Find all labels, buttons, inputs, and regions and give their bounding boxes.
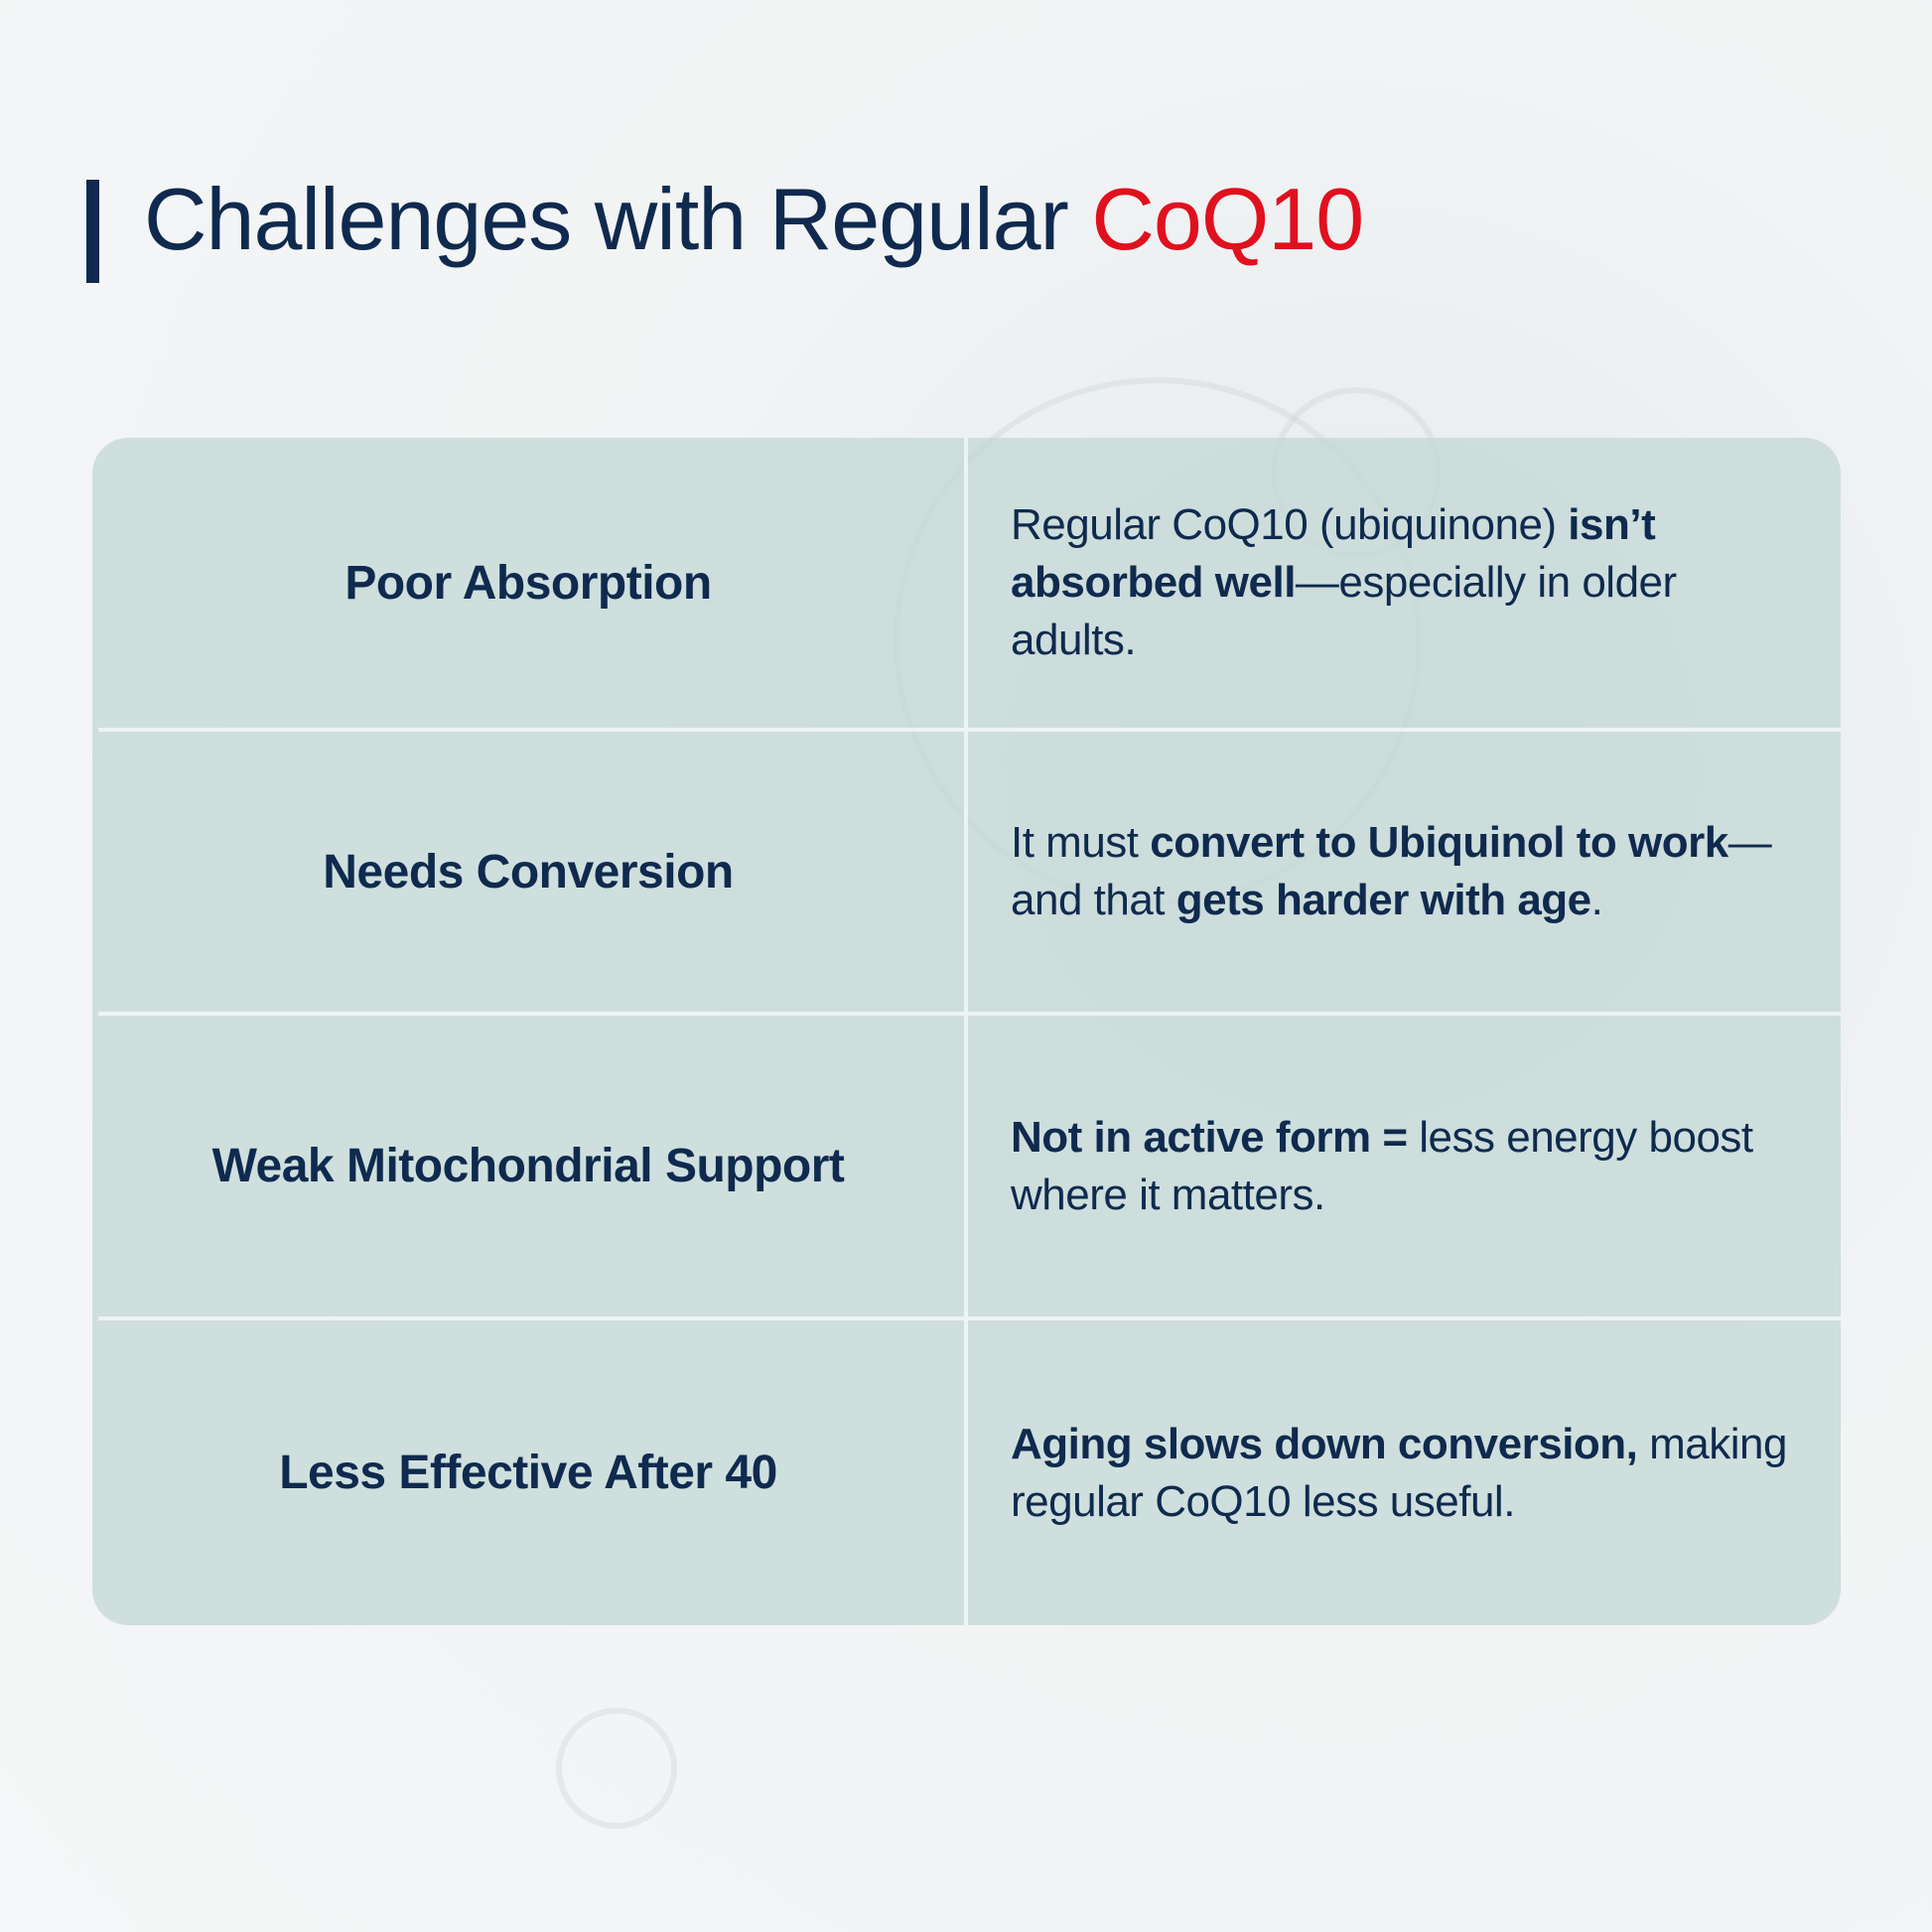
challenges-table: Poor Absorption Regular CoQ10 (ubiquinon… bbox=[92, 438, 1841, 1625]
title-accent-text: CoQ10 bbox=[1091, 170, 1364, 268]
description-text: —and that bbox=[1011, 818, 1772, 924]
challenge-description: Regular CoQ10 (ubiquinone) isn’t absorbe… bbox=[1011, 438, 1811, 728]
description-text: —especially in older adults. bbox=[1011, 558, 1677, 664]
challenge-label: Weak Mitochondrial Support bbox=[211, 1140, 845, 1192]
challenge-label: Needs Conversion bbox=[323, 845, 734, 898]
table-row: Weak Mitochondrial Support Not in active… bbox=[92, 1016, 1841, 1316]
challenge-description: Aging slows down conversion, making regu… bbox=[1011, 1320, 1811, 1625]
description-text: Regular CoQ10 (ubiquinone) bbox=[1011, 500, 1569, 549]
description-emphasis: gets harder with age bbox=[1175, 876, 1591, 924]
description-emphasis: isn’t absorbed well bbox=[1011, 500, 1656, 607]
table-row: Poor Absorption Regular CoQ10 (ubiquinon… bbox=[92, 438, 1841, 728]
challenge-label: Poor Absorption bbox=[345, 556, 712, 610]
description-text: less energy boost where it matters. bbox=[1011, 1112, 1753, 1219]
table-row: Less Effective After 40 Aging slows down… bbox=[92, 1320, 1841, 1625]
challenge-label: Less Effective After 40 bbox=[279, 1447, 777, 1499]
challenge-description: Not in active form = less energy boost w… bbox=[1011, 1016, 1811, 1316]
description-text: making regular CoQ10 less useful. bbox=[1011, 1419, 1787, 1526]
column-divider bbox=[964, 438, 968, 1625]
page-title: Challenges with Regular CoQ10 bbox=[144, 169, 1364, 270]
description-emphasis: Not in active form = bbox=[1011, 1112, 1420, 1162]
description-text: . bbox=[1590, 876, 1603, 924]
description-text: It must bbox=[1011, 818, 1151, 867]
title-text: Challenges with Regular bbox=[144, 170, 1069, 268]
row-divider bbox=[98, 728, 1841, 732]
title-accent-bar bbox=[86, 180, 99, 283]
description-emphasis: convert to Ubiquinol to work bbox=[1150, 818, 1728, 867]
table-row: Needs Conversion It must convert to Ubiq… bbox=[92, 732, 1841, 1012]
description-emphasis: Aging slows down conversion, bbox=[1011, 1419, 1638, 1468]
challenge-description: It must convert to Ubiquinol to work—and… bbox=[1011, 732, 1811, 1012]
background-bubble bbox=[556, 1708, 677, 1829]
row-divider bbox=[98, 1012, 1841, 1016]
row-divider bbox=[98, 1316, 1841, 1320]
